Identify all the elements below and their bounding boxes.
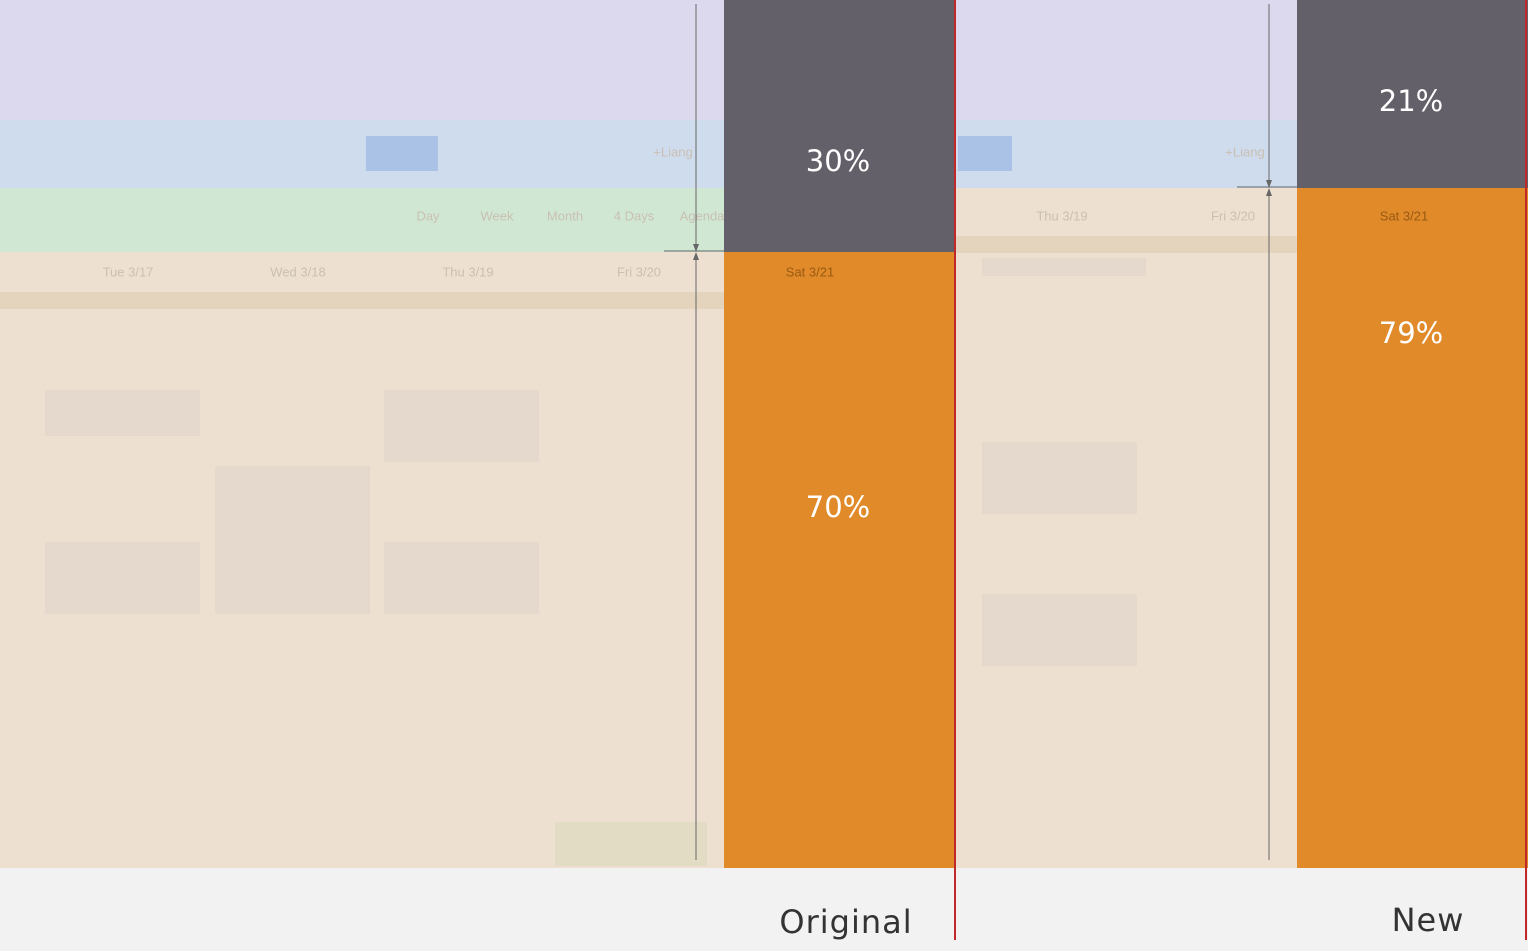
event [555, 822, 707, 866]
header-overlay [1297, 0, 1528, 188]
event [45, 390, 200, 436]
body-overlay [1297, 188, 1528, 868]
day-header: Thu 3/19 [442, 264, 493, 279]
header-share: 30% [806, 144, 870, 178]
event [982, 258, 1146, 276]
header-share: 21% [1379, 84, 1443, 118]
header-overlay [724, 0, 955, 252]
event [215, 466, 370, 614]
event [384, 542, 539, 614]
day-header: Thu 3/19 [1036, 208, 1087, 223]
toolbar-button[interactable]: Month [547, 208, 583, 223]
toolbar-button[interactable]: Agenda [680, 208, 726, 223]
day-header: Wed 3/18 [270, 264, 325, 279]
event [982, 594, 1137, 666]
toolbar-button[interactable]: 4 Days [614, 208, 655, 223]
caption-area [0, 868, 1528, 951]
day-header: Tue 3/17 [103, 264, 154, 279]
search-button[interactable] [366, 136, 438, 171]
day-header: Fri 3/20 [1211, 208, 1255, 223]
all-day-event [0, 292, 895, 309]
event [384, 390, 539, 462]
original-panel: Day Week Month 4 Days Agenda More +Liang… [0, 0, 955, 941]
caption: Original [779, 903, 912, 941]
toolbar-button[interactable]: Week [481, 208, 514, 223]
user-link[interactable]: +Liang [1225, 144, 1264, 159]
day-header: Sat 3/21 [1380, 208, 1428, 223]
search-button[interactable] [958, 136, 1012, 171]
body-overlay [724, 252, 955, 868]
body-share: 79% [1379, 316, 1443, 350]
user-link[interactable]: +Liang [653, 144, 692, 159]
caption: New [1392, 901, 1465, 939]
day-header: Fri 3/20 [617, 264, 661, 279]
new-panel: +Liang Thu 3/19 Fri 3/20 Sat 3/21 21% 79… [956, 0, 1528, 939]
event [45, 542, 200, 614]
body-share: 70% [806, 490, 870, 524]
day-header: Sat 3/21 [786, 264, 834, 279]
event [982, 442, 1137, 514]
toolbar-button[interactable]: Day [416, 208, 440, 223]
